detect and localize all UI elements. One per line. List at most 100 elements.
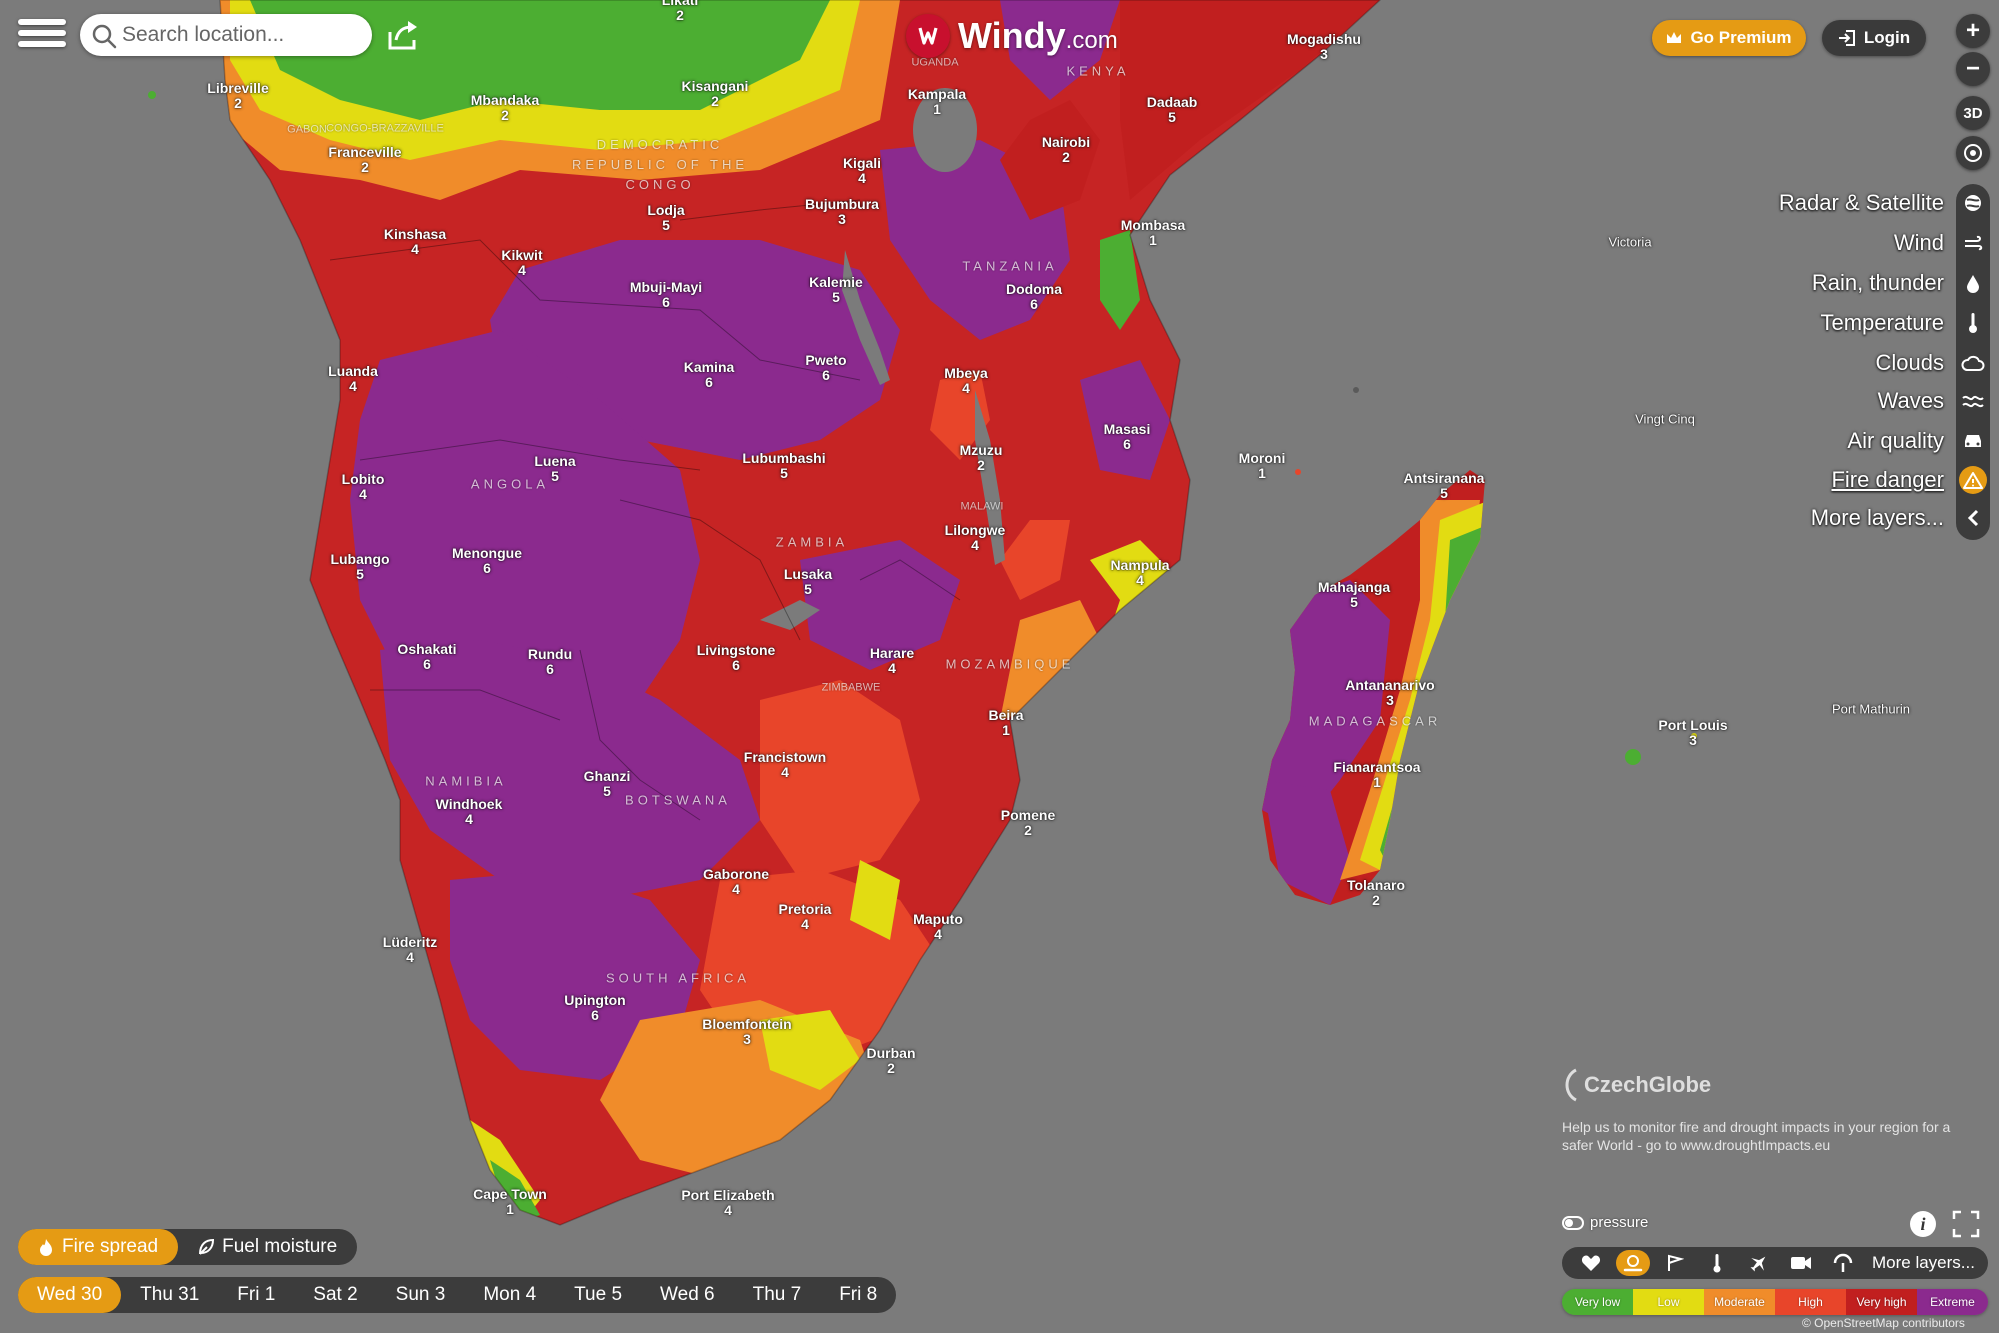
- city-label[interactable]: Gaborone 4: [703, 867, 769, 897]
- search-input[interactable]: [122, 14, 362, 56]
- city-label[interactable]: Bujumbura 3: [805, 197, 879, 227]
- day-tue-5[interactable]: Tue 5: [574, 1284, 623, 1305]
- 3d-button[interactable]: 3D: [1956, 96, 1990, 130]
- czechglobe-logo[interactable]: CzechGlobe: [1562, 1068, 1982, 1102]
- city-label[interactable]: Lilongwe 4: [945, 523, 1006, 553]
- city-label[interactable]: Oshakati 6: [397, 642, 456, 672]
- city-label[interactable]: Nampula 4: [1110, 558, 1169, 588]
- city-label[interactable]: Franceville 2: [328, 145, 401, 175]
- city-label[interactable]: Cape Town 1: [473, 1187, 547, 1217]
- go-premium-button[interactable]: Go Premium: [1652, 20, 1806, 56]
- airport-button[interactable]: [1738, 1247, 1780, 1279]
- layer-wind[interactable]: Wind: [1600, 226, 1990, 260]
- day-thu-7[interactable]: Thu 7: [752, 1284, 802, 1305]
- city-label[interactable]: Kigali 4: [843, 156, 881, 186]
- city-label[interactable]: Tolanaro 2: [1347, 878, 1405, 908]
- city-label[interactable]: Windhoek 4: [436, 797, 503, 827]
- share-icon[interactable]: [386, 18, 420, 52]
- info-button[interactable]: i: [1910, 1211, 1936, 1237]
- city-label[interactable]: Antsiranana 5: [1404, 471, 1485, 501]
- city-label[interactable]: Mbandaka 2: [471, 93, 539, 123]
- day-wed-6[interactable]: Wed 6: [660, 1284, 715, 1305]
- city-label[interactable]: Harare 4: [870, 646, 914, 676]
- city-label[interactable]: Masasi 6: [1104, 422, 1151, 452]
- city-label[interactable]: Kikwit 4: [501, 248, 542, 278]
- day-fri-8[interactable]: Fri 8: [839, 1284, 878, 1305]
- layer-rain-thunder[interactable]: Rain, thunder: [1600, 266, 1990, 300]
- tab-fire-spread[interactable]: Fire spread: [18, 1229, 179, 1265]
- zoom-out-button[interactable]: −: [1956, 52, 1990, 86]
- city-label[interactable]: Maputo 4: [913, 912, 963, 942]
- city-label[interactable]: Fianarantsoa 1: [1333, 760, 1420, 790]
- layer-air-quality[interactable]: Air quality: [1600, 424, 1990, 458]
- city-label[interactable]: Livingstone 6: [697, 643, 776, 673]
- city-label[interactable]: Mogadishu 3: [1287, 32, 1361, 62]
- city-label[interactable]: Kampala 1: [908, 87, 966, 117]
- city-label[interactable]: Francistown 4: [744, 750, 826, 780]
- layer-clouds[interactable]: Clouds: [1600, 346, 1990, 380]
- city-label[interactable]: Nairobi 2: [1042, 135, 1090, 165]
- login-button[interactable]: Login: [1822, 20, 1926, 56]
- city-label[interactable]: Mbuji-Mayi 6: [630, 280, 702, 310]
- fullscreen-icon[interactable]: [1952, 1210, 1980, 1238]
- place-label[interactable]: Port Mathurin: [1832, 702, 1910, 717]
- day-sun-3[interactable]: Sun 3: [395, 1284, 446, 1305]
- day-thu-31[interactable]: Thu 31: [140, 1284, 200, 1305]
- city-label[interactable]: Port Elizabeth 4: [681, 1188, 774, 1218]
- favorites-button[interactable]: [1570, 1247, 1612, 1279]
- city-label[interactable]: Port Louis 3: [1658, 718, 1727, 748]
- city-label[interactable]: Durban 2: [867, 1046, 916, 1076]
- city-label[interactable]: Kinshasa 4: [384, 227, 446, 257]
- pressure-toggle[interactable]: pressure: [1562, 1214, 1648, 1231]
- place-label[interactable]: Victoria: [1608, 235, 1651, 250]
- tab-fuel-moisture[interactable]: Fuel moisture: [178, 1229, 357, 1265]
- city-label[interactable]: Lubango 5: [330, 552, 389, 582]
- city-label[interactable]: Antananarivo 3: [1345, 678, 1434, 708]
- day-fri-1[interactable]: Fri 1: [237, 1284, 276, 1305]
- city-label[interactable]: Lusaka 5: [784, 567, 832, 597]
- city-label[interactable]: Mbeya 4: [944, 366, 988, 396]
- city-label[interactable]: Lubumbashi 5: [742, 451, 825, 481]
- city-label[interactable]: Mahajanga 5: [1318, 580, 1390, 610]
- layer-waves[interactable]: Waves: [1600, 384, 1990, 418]
- overlay-more-layers[interactable]: More layers...: [1872, 1253, 1975, 1272]
- hamburger-menu-button[interactable]: [16, 14, 68, 58]
- city-label[interactable]: Bloemfontein 3: [702, 1017, 791, 1047]
- day-sat-2[interactable]: Sat 2: [313, 1284, 358, 1305]
- city-label[interactable]: Kisangani 2: [682, 79, 749, 109]
- layer-more-layers[interactable]: More layers...: [1600, 501, 1990, 535]
- temperature-overlay-button[interactable]: [1696, 1247, 1738, 1279]
- city-label[interactable]: Upington 6: [564, 993, 625, 1023]
- layer-fire-danger[interactable]: Fire danger: [1600, 463, 1990, 497]
- city-label[interactable]: Likati 2: [662, 0, 699, 23]
- city-label[interactable]: Ghanzi 5: [584, 769, 631, 799]
- windy-logo[interactable]: Windy.com: [906, 10, 1118, 62]
- city-label[interactable]: Beira 1: [988, 708, 1023, 738]
- city-label[interactable]: Lodja 5: [647, 203, 684, 233]
- place-label[interactable]: Vingt Cinq: [1635, 412, 1695, 427]
- weather-overlay-button[interactable]: [1612, 1247, 1654, 1279]
- city-label[interactable]: Kamina 6: [684, 360, 735, 390]
- city-label[interactable]: Dadaab 5: [1147, 95, 1198, 125]
- city-label[interactable]: Rundu 6: [528, 647, 572, 677]
- city-label[interactable]: Pweto 6: [805, 353, 846, 383]
- city-label[interactable]: Luanda 4: [328, 364, 378, 394]
- city-label[interactable]: Mombasa 1: [1121, 218, 1186, 248]
- city-label[interactable]: Moroni 1: [1239, 451, 1286, 481]
- stations-button[interactable]: [1822, 1247, 1864, 1279]
- city-label[interactable]: Luena 5: [534, 454, 575, 484]
- day-mon-4[interactable]: Mon 4: [483, 1284, 537, 1305]
- city-label[interactable]: Mzuzu 2: [960, 443, 1003, 473]
- city-label[interactable]: Lobito 4: [342, 472, 385, 502]
- city-label[interactable]: Lüderitz 4: [383, 935, 437, 965]
- zoom-in-button[interactable]: +: [1956, 14, 1990, 48]
- city-label[interactable]: Pretoria 4: [779, 902, 832, 932]
- location-button[interactable]: [1956, 136, 1990, 170]
- city-label[interactable]: Libreville 2: [207, 81, 268, 111]
- city-label[interactable]: Kalemie 5: [809, 275, 863, 305]
- webcam-button[interactable]: [1780, 1247, 1822, 1279]
- city-label[interactable]: Dodoma 6: [1006, 282, 1062, 312]
- day-wed-30[interactable]: Wed 30: [18, 1277, 122, 1313]
- city-label[interactable]: Pomene 2: [1001, 808, 1055, 838]
